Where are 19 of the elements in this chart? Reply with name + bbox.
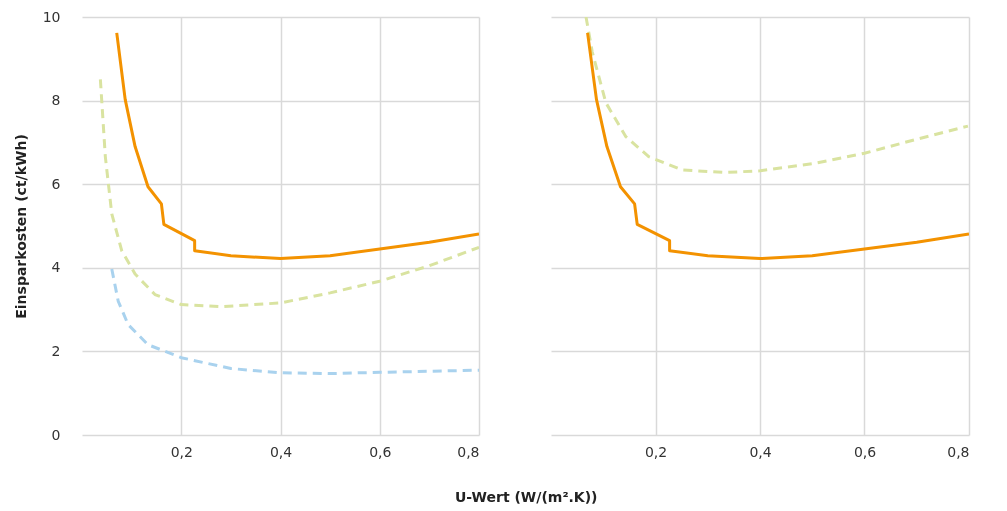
x-tick-label: 0,6 (853, 443, 877, 460)
y-tick-label: 8 (51, 92, 61, 109)
line-series (98, 77, 479, 309)
y-tick-label: 2 (51, 342, 61, 359)
y-axis-title: Einsparkosten (ct/kWh) (12, 134, 29, 319)
line-series (110, 267, 479, 376)
x-tick-label: 0,4 (269, 443, 293, 460)
y-tick-label: 0 (51, 426, 61, 443)
x-axis-title: U-Wert (W/(m².K)) (454, 489, 599, 505)
x-tick-label: 0,2 (170, 443, 193, 460)
x-tick-label: 0,4 (749, 443, 772, 460)
x-tick-label: 0,8 (457, 443, 480, 460)
y-tick-label: 4 (51, 259, 61, 276)
x-tick-label: 0,8 (947, 443, 970, 460)
x-tick-label: 0,2 (644, 443, 668, 460)
y-tick-label: 6 (51, 175, 61, 192)
y-tick-label: 10 (42, 8, 61, 25)
line-series (115, 31, 479, 261)
x-tick-label: 0,6 (369, 443, 392, 460)
